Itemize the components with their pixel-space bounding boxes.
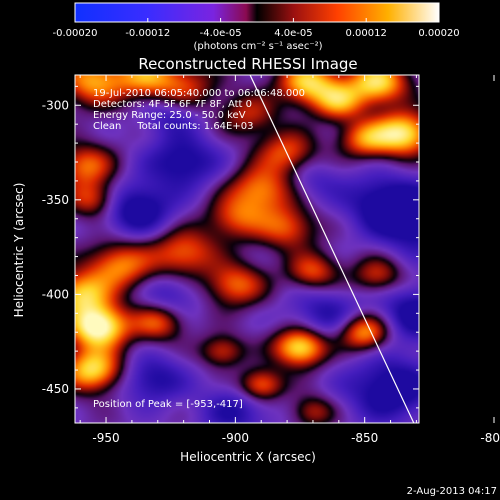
colorbar-tick-label: 0.00020 (418, 28, 459, 39)
info-clean: Clean Total counts: 1.64E+03 (93, 121, 253, 132)
plot-frame (74, 74, 420, 424)
y-axis: -450 -400 -350 -300 (42, 85, 419, 409)
timestamp: 2-Aug-2013 04:17 (407, 486, 497, 497)
colorbar-unit-label: (photons cm⁻² s⁻¹ asec⁻²) (193, 41, 322, 52)
colorbar-tick-label: 4.0e-05 (274, 28, 312, 39)
colorbar-tick-label: -0.00012 (125, 28, 170, 39)
y-axis-label: Heliocentric Y (arcsec) (12, 183, 26, 318)
colorbar-tick-label: -0.00020 (53, 28, 98, 39)
info-block: 19-Jul-2010 06:05:40.000 to 06:06:48.000… (93, 88, 305, 132)
info-energy: Energy Range: 25.0 - 50.0 keV (93, 110, 246, 121)
limb-line (249, 75, 415, 423)
info-detectors: Detectors: 4F 5F 6F 7F 8F, Att 0 (93, 99, 252, 110)
y-tick-label: -450 (42, 382, 69, 396)
chart-title: Reconstructed RHESSI Image (138, 55, 357, 73)
y-tick-label: -400 (42, 287, 69, 301)
x-tick-label: -850 (351, 431, 378, 445)
y-tick-label: -300 (42, 98, 69, 112)
x-axis: -950 -900 -850 -800 (79, 75, 500, 445)
y-tick-label: -350 (42, 193, 69, 207)
x-axis-label: Heliocentric X (arcsec) (180, 450, 316, 464)
x-tick-label: -900 (222, 431, 249, 445)
colorbar (74, 2, 440, 23)
peak-label: Position of Peak = [-953,-417] (93, 399, 243, 410)
x-tick-label: -950 (92, 431, 119, 445)
colorbar-tick-label: -4.0e-05 (200, 28, 242, 39)
colorbar-ticks: -0.00020 -0.00012 -4.0e-05 4.0e-05 0.00012 0.… (53, 18, 460, 39)
heatmap-image (75, 75, 419, 423)
x-tick-label: -800 (480, 431, 500, 445)
colorbar-tick-label: 0.00012 (346, 28, 387, 39)
info-time: 19-Jul-2010 06:05:40.000 to 06:06:48.000 (93, 88, 305, 99)
